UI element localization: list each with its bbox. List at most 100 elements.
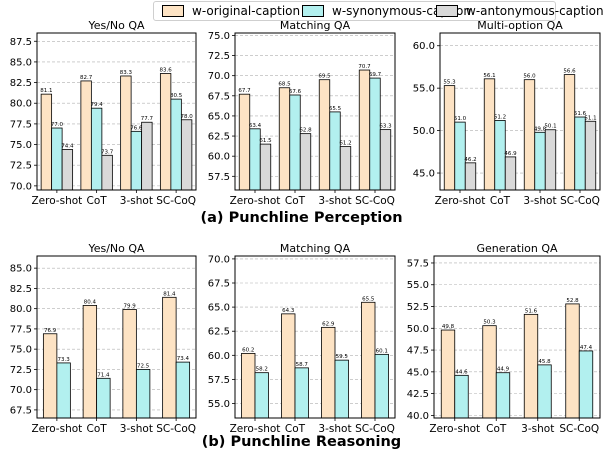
y-tick-label-1: 57.5 <box>208 375 230 386</box>
y-tick-label-2: 55.0 <box>413 84 435 95</box>
chart-title: Yes/No QA <box>87 242 145 255</box>
bar-value-label-original-1: 80.4 <box>84 299 97 305</box>
bar-value-label-original-0: 49.8 <box>442 324 455 330</box>
x-tick-label-3: SC-CoQ <box>156 423 196 435</box>
bar-value-label-original-1: 64.3 <box>282 308 295 314</box>
legend-swatch-original <box>162 5 184 17</box>
y-tick-label-0: 70.0 <box>10 181 32 192</box>
x-tick-label-0: Zero-shot <box>435 195 486 207</box>
bar-value-label-antonymous-1: 46.9 <box>504 151 517 157</box>
legend: w-original-caption w-synonymous-caption … <box>153 1 603 21</box>
bar-value-label-antonymous-0: 46.2 <box>464 157 476 163</box>
bar-value-label-antonymous-3: 51.1 <box>584 115 596 121</box>
y-tick-label-6: 70.0 <box>208 254 230 265</box>
bar-value-label-synonymous-1: 44.9 <box>497 367 510 373</box>
bar-value-label-original-3: 56.6 <box>563 69 576 75</box>
chart-title: Generation QA <box>476 242 558 255</box>
bar-value-label-original-0: 60.2 <box>242 347 254 353</box>
plot-frame <box>36 32 197 191</box>
y-tick-label-6: 82.5 <box>10 284 32 295</box>
y-tick-label-5: 70.0 <box>208 71 230 82</box>
bar-value-label-original-3: 65.5 <box>362 296 375 302</box>
y-tick-label-4: 80.0 <box>10 99 32 110</box>
y-tick-label-6: 85.0 <box>10 57 32 68</box>
bar-synonymous-1 <box>495 372 511 419</box>
y-tick-label-2: 72.5 <box>10 365 32 376</box>
bar-value-label-synonymous-3: 73.4 <box>177 356 190 362</box>
bar-value-label-antonymous-1: 62.8 <box>299 128 312 134</box>
bar-synonymous-2 <box>537 364 552 419</box>
y-tick-label-0: 45.0 <box>413 169 435 180</box>
y-tick-label-1: 70.0 <box>10 385 32 396</box>
bar-value-label-original-2: 79.9 <box>124 303 137 309</box>
chart-title: Yes/No QA <box>87 19 145 32</box>
chart-title: Matching QA <box>280 19 351 32</box>
bar-value-label-original-3: 52.8 <box>566 298 579 304</box>
y-tick-label-4: 65.0 <box>208 303 230 314</box>
plot-frame <box>234 32 396 191</box>
bar-value-label-synonymous-3: 60.1 <box>376 348 388 354</box>
plot-frame <box>36 255 197 419</box>
x-tick-label-0: Zero-shot <box>429 423 480 435</box>
bar-value-label-original-0: 55.3 <box>443 80 456 86</box>
bar-value-label-synonymous-0: 63.4 <box>249 123 262 129</box>
bar-value-label-synonymous-1: 79.4 <box>91 102 104 108</box>
plot-frame <box>433 255 601 419</box>
bar-synonymous-0 <box>454 374 469 419</box>
x-tick-label-1: CoT <box>285 195 306 207</box>
bar-value-label-antonymous-2: 50.1 <box>544 124 556 130</box>
x-tick-label-2: 3-shot <box>318 423 351 435</box>
bar-value-label-antonymous-1: 73.7 <box>101 149 114 155</box>
bar-value-label-synonymous-3: 69.7 <box>369 72 382 78</box>
bar-original-3 <box>565 303 580 419</box>
bar-value-label-synonymous-2: 65.5 <box>329 106 342 112</box>
bar-value-label-original-2: 51.6 <box>525 308 538 314</box>
y-tick-label-5: 82.5 <box>10 78 32 89</box>
bar-value-label-antonymous-2: 77.7 <box>141 116 154 122</box>
y-tick-label-3: 62.5 <box>208 327 230 338</box>
x-tick-label-1: CoT <box>486 423 507 435</box>
x-tick-label-3: SC-CoQ <box>559 423 599 435</box>
x-tick-label-3: SC-CoQ <box>355 423 395 435</box>
bar-value-label-synonymous-3: 51.6 <box>574 111 587 117</box>
bar-value-label-original-1: 82.7 <box>80 75 93 81</box>
y-tick-label-7: 57.5 <box>407 258 429 269</box>
y-tick-label-6: 55.0 <box>407 280 429 291</box>
legend-swatch-antonymous <box>436 5 458 17</box>
bar-synonymous-3 <box>578 350 594 419</box>
bar-value-label-original-1: 68.5 <box>278 82 291 88</box>
legend-label-antonymous: w-antonymous-caption <box>466 4 603 18</box>
bar-value-label-synonymous-0: 77.0 <box>51 122 64 128</box>
x-tick-label-2: 3-shot <box>120 195 153 207</box>
x-tick-label-3: SC-CoQ <box>560 195 600 207</box>
bar-value-label-original-3: 81.4 <box>163 291 176 297</box>
bar-value-label-synonymous-2: 49.8 <box>534 126 547 132</box>
bar-value-label-original-2: 69.5 <box>318 74 331 80</box>
chart-title: Matching QA <box>280 242 351 255</box>
bar-value-label-synonymous-0: 73.3 <box>58 357 71 363</box>
bar-value-label-synonymous-1: 67.6 <box>289 89 302 95</box>
bar-value-label-antonymous-2: 61.2 <box>339 141 351 147</box>
y-tick-label-1: 50.0 <box>413 126 435 137</box>
bar-value-label-synonymous-0: 44.6 <box>455 369 468 375</box>
legend-label-original: w-original-caption <box>192 4 301 18</box>
y-tick-label-2: 45.0 <box>407 367 429 378</box>
y-tick-label-7: 75.0 <box>208 31 230 42</box>
y-tick-label-1: 42.5 <box>407 389 429 400</box>
bar-value-label-synonymous-3: 47.4 <box>580 345 593 351</box>
bar-value-label-original-2: 56.0 <box>523 74 536 80</box>
x-tick-label-3: SC-CoQ <box>156 195 196 207</box>
y-tick-label-0: 55.0 <box>208 399 230 410</box>
bar-original-1 <box>482 325 497 419</box>
y-tick-label-5: 67.5 <box>208 279 230 290</box>
bar-value-label-synonymous-0: 58.2 <box>256 367 268 373</box>
bar-value-label-original-2: 83.3 <box>120 70 133 76</box>
y-tick-label-0: 67.5 <box>10 405 32 416</box>
y-tick-label-4: 50.0 <box>407 324 429 335</box>
y-tick-label-3: 47.5 <box>407 346 429 357</box>
bar-value-label-synonymous-2: 59.5 <box>336 354 349 360</box>
y-tick-label-0: 57.5 <box>208 172 230 183</box>
bar-value-label-original-0: 81.1 <box>40 88 52 94</box>
